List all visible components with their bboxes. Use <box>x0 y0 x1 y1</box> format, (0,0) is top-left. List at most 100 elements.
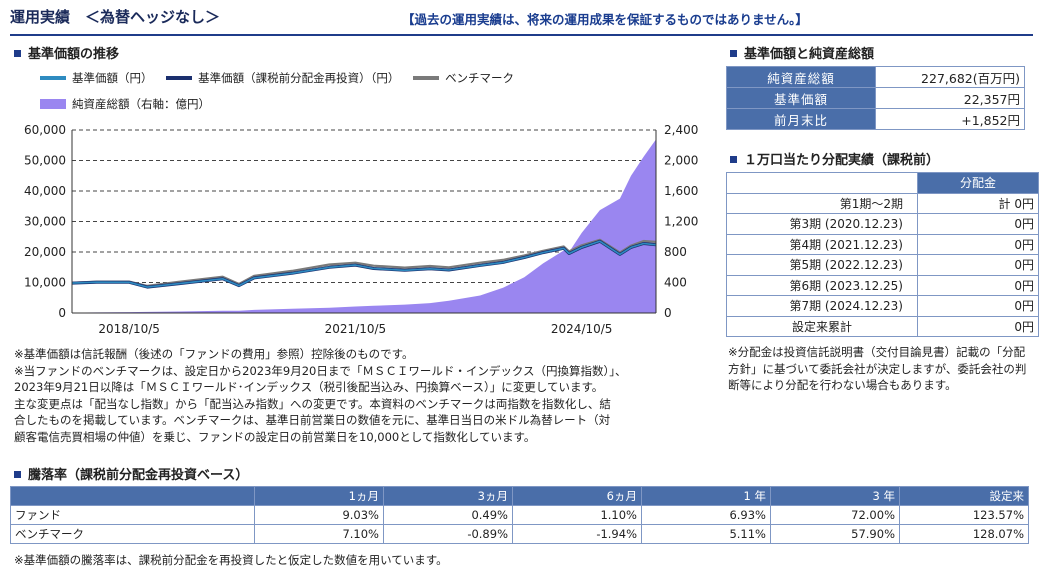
square-bullet-icon <box>730 50 737 57</box>
period-value: 0円 <box>917 233 1039 255</box>
performance-col-header: 3ヵ月 <box>383 486 513 506</box>
kpi-label: 前月末比 <box>726 108 876 130</box>
kpi-row: 基準価額 22,357円 <box>726 87 1025 109</box>
legend-item-nav: 基準価額（円） <box>40 70 153 86</box>
chart-legend-row-2: 純資産総額（右軸：億円） <box>40 96 220 112</box>
performance-cell: 123.57% <box>899 505 1029 525</box>
performance-cell: -1.94% <box>512 524 642 544</box>
y2-tick-label: 1,200 <box>664 215 698 229</box>
period-value: 0円 <box>917 254 1039 276</box>
y2-tick-label: 400 <box>664 276 687 290</box>
performance-col-header: 設定来 <box>899 486 1029 506</box>
benchmark-line <box>71 238 657 287</box>
kpi-value: 22,357円 <box>875 87 1025 109</box>
distribution-row: 第6期 (2023.12.25) 0円 <box>726 274 1039 296</box>
performance-cell: 5.11% <box>641 524 771 544</box>
y-tick-label: 0 <box>58 306 66 320</box>
distribution-row: 第5期 (2022.12.23) 0円 <box>726 254 1039 276</box>
performance-cell: 7.10% <box>254 524 384 544</box>
disclaimer: 【過去の運用実績は、将来の運用成果を保証するものではありません。】 <box>402 12 808 27</box>
performance-row-label: ベンチマーク <box>10 524 255 544</box>
period-value: 0円 <box>917 274 1039 296</box>
performance-note: ※基準価額の騰落率は、課税前分配金を再投資したと仮定した数値を用いています。 <box>14 553 448 567</box>
period-label: 第6期 (2023.12.25) <box>726 274 918 296</box>
performance-row-label: ファンド <box>10 505 255 525</box>
y2-tick-label: 1,600 <box>664 184 698 198</box>
legend-swatch-nav-reinvested <box>166 76 193 80</box>
chart-axes <box>71 129 657 314</box>
distribution-header-blank <box>726 172 918 194</box>
period-value: 0円 <box>917 315 1039 337</box>
performance-cell: 57.90% <box>770 524 900 544</box>
square-bullet-icon <box>730 156 737 163</box>
net-assets-area <box>72 139 656 313</box>
performance-cell: 128.07% <box>899 524 1029 544</box>
x-tick-label: 2024/10/5 <box>551 322 613 336</box>
y2-tick-label: 2,000 <box>664 154 698 168</box>
note-line: 主な変更点は「配当なし指数」から「配当込み指数」への変更です。本資料のベンチマー… <box>14 396 611 411</box>
distribution-row: 第7期 (2024.12.23) 0円 <box>726 295 1039 317</box>
x-tick-label: 2021/10/5 <box>325 322 387 336</box>
page-title: 運用実績 ＜為替ヘッジなし＞ <box>10 8 221 26</box>
kpi-table: 純資産総額 227,682(百万円) 基準価額 22,357円 前月末比 +1,… <box>726 66 1025 130</box>
performance-col-header: 1 年 <box>641 486 771 506</box>
legend-item-benchmark: ベンチマーク <box>413 70 514 86</box>
kpi-row: 前月末比 +1,852円 <box>726 108 1025 130</box>
square-bullet-icon <box>14 50 21 57</box>
chart-section-title: 基準価額の推移 <box>14 43 119 62</box>
kpi-label: 基準価額 <box>726 87 876 109</box>
y-tick-label: 30,000 <box>24 215 66 229</box>
performance-header-row: 1ヵ月 3ヵ月 6ヵ月 1 年 3 年 設定来 <box>10 486 1029 506</box>
right-axis-labels: 0 400 800 1,200 1,600 2,000 2,400 <box>664 123 698 320</box>
distribution-note: ※分配金は投資信託説明書（交付目論見書）記載の「分配方針」に基づいて委託会社が決… <box>728 345 1027 392</box>
kpi-value: 227,682(百万円) <box>875 66 1025 88</box>
distribution-header-row: 分配金 <box>726 172 1039 194</box>
legend-item-nav-reinvested: 基準価額（課税前分配金再投資）（円） <box>166 70 399 86</box>
performance-col-header: 3 年 <box>770 486 900 506</box>
y2-tick-label: 2,400 <box>664 123 698 137</box>
kpi-row: 純資産総額 227,682(百万円) <box>726 66 1025 88</box>
performance-header-blank <box>10 486 255 506</box>
period-value: 計 0円 <box>917 192 1039 214</box>
period-label: 第4期 (2021.12.23) <box>726 233 918 255</box>
y-tick-label: 60,000 <box>24 123 66 137</box>
period-label: 第5期 (2022.12.23) <box>726 254 918 276</box>
performance-cell: -0.89% <box>383 524 513 544</box>
performance-cell: 9.03% <box>254 505 384 525</box>
x-axis-labels: 2018/10/5 2021/10/5 2024/10/5 <box>98 322 612 336</box>
legend-swatch-net-assets <box>40 99 66 109</box>
y2-tick-label: 800 <box>664 245 687 259</box>
y2-tick-label: 0 <box>664 306 672 320</box>
distribution-table: 分配金 第1期～2期計 0円 第3期 (2020.12.23) 0円 第4期 (2… <box>726 172 1039 337</box>
note-line: 合したものを掲載しています。ベンチマークは、基準日前営業日の数値を元に、基準日当… <box>14 413 611 427</box>
header-divider <box>10 34 1033 36</box>
note-line: ※基準価額は信託報酬（後述の「ファンドの費用」参照）控除後のものです。 <box>14 347 414 361</box>
x-tick-label: 2018/10/5 <box>98 322 160 336</box>
performance-col-header: 6ヵ月 <box>512 486 642 506</box>
period-value: 0円 <box>917 213 1039 235</box>
performance-row-benchmark: ベンチマーク 7.10% -0.89% -1.94% 5.11% 57.90% … <box>10 524 1029 544</box>
kpi-label: 純資産総額 <box>726 66 876 88</box>
left-axis-labels: 0 10,000 20,000 30,000 40,000 50,000 60,000 <box>24 123 66 320</box>
legend-swatch-benchmark <box>413 76 440 80</box>
period-label: 第7期 (2024.12.23) <box>726 295 918 317</box>
y-tick-label: 50,000 <box>24 154 66 168</box>
note-line: 顧客電信売買相場の仲値）を乗じ、ファンドの設定日の前営業日を10,000として指… <box>14 429 536 444</box>
chart-notes: ※基準価額は信託報酬（後述の「ファンドの費用」参照）控除後のものです。 ※当ファ… <box>14 346 714 445</box>
note-line: 2023年9月21日以降は「ＭＳＣＩワールド･インデックス（税引後配当込み、円換… <box>14 380 604 394</box>
kpi-value: +1,852円 <box>875 108 1025 130</box>
period-value: 0円 <box>917 295 1039 317</box>
period-label: 第3期 (2020.12.23) <box>726 213 918 235</box>
performance-cell: 6.93% <box>641 505 771 525</box>
distribution-header: 分配金 <box>917 172 1039 194</box>
distribution-row: 第1期～2期計 0円 <box>726 192 1039 214</box>
note-line: ※当ファンドのベンチマークは、設定日から2023年9月20日まで「ＭＳＣＩワール… <box>14 363 627 378</box>
nav-chart: 0 10,000 20,000 30,000 40,000 50,000 60,000 0 4… <box>24 123 698 336</box>
y-tick-label: 40,000 <box>24 184 66 198</box>
performance-cell: 72.00% <box>770 505 900 525</box>
period-label: 設定来累計 <box>726 315 918 337</box>
legend-swatch-nav <box>40 76 66 80</box>
distribution-row: 第3期 (2020.12.23) 0円 <box>726 213 1039 235</box>
performance-row-fund: ファンド 9.03% 0.49% 1.10% 6.93% 72.00% 123.… <box>10 505 1029 525</box>
performance-cell: 1.10% <box>512 505 642 525</box>
